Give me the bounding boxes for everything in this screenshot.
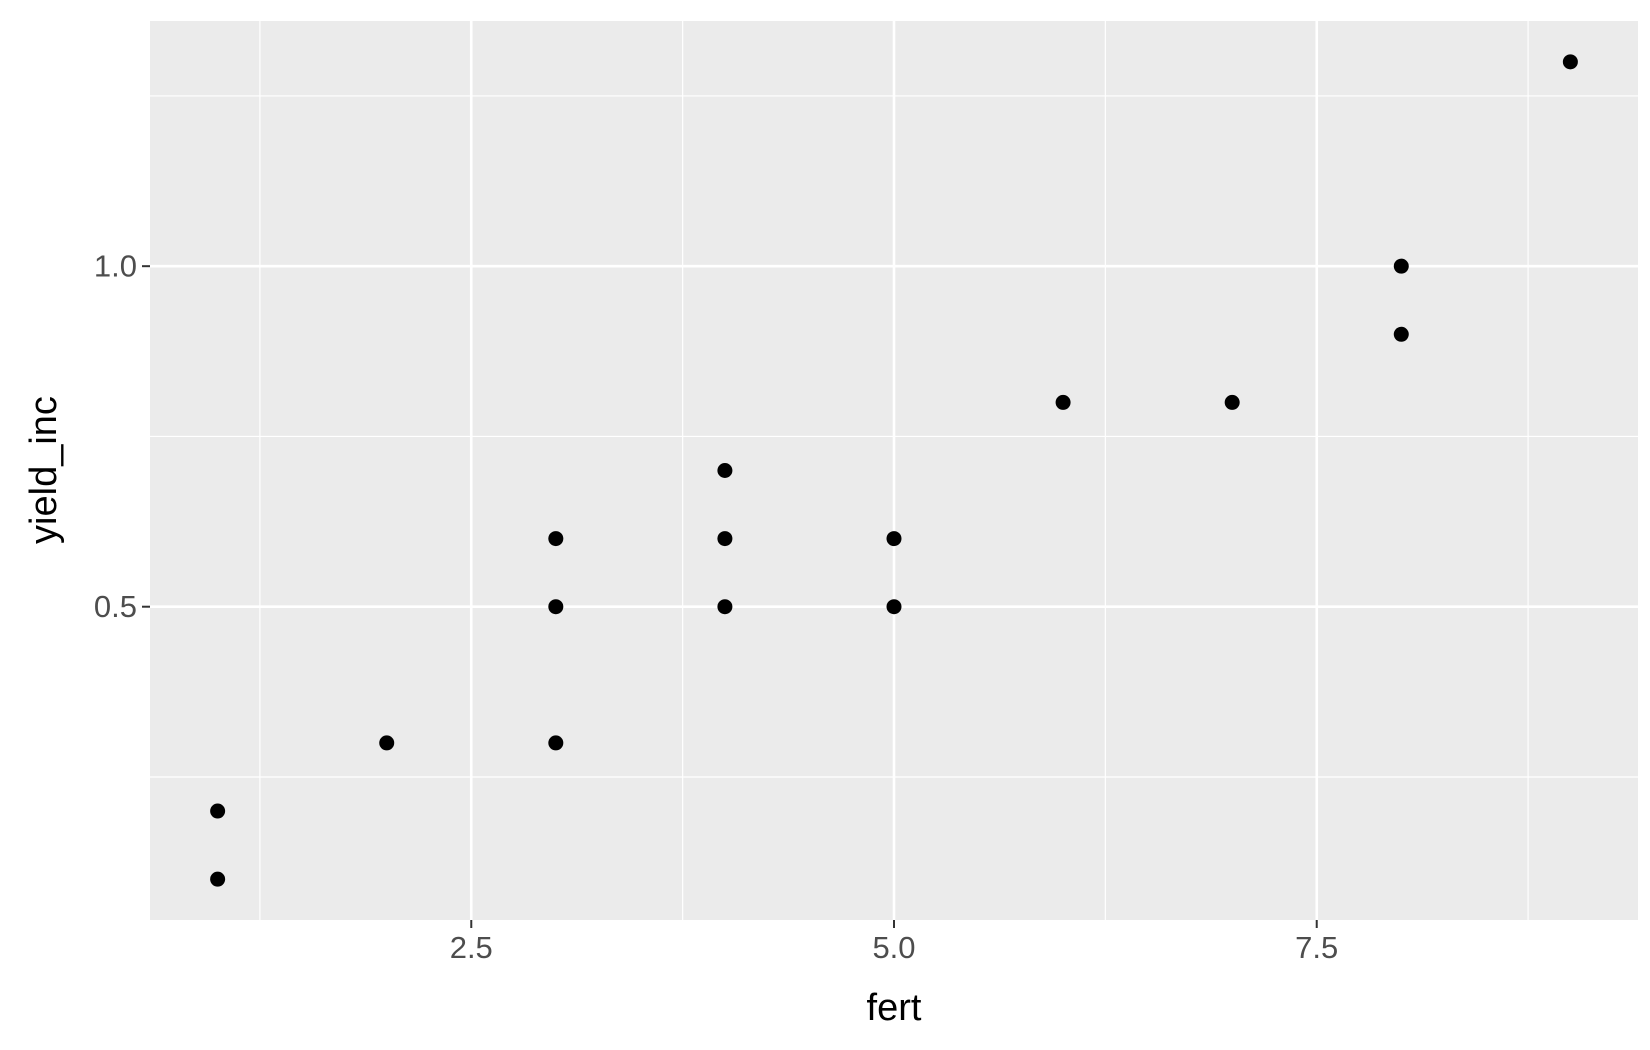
point <box>717 531 733 547</box>
y-tick-label: 0.5 <box>94 589 137 624</box>
x-tick-label: 7.5 <box>1295 930 1338 965</box>
point <box>886 531 902 547</box>
y-tick-label: 1.0 <box>94 248 137 283</box>
point <box>886 599 902 615</box>
point <box>548 599 564 615</box>
x-tick-label: 2.5 <box>450 930 493 965</box>
point <box>210 871 226 887</box>
point <box>1393 258 1409 274</box>
point <box>548 735 564 751</box>
point <box>210 803 226 819</box>
point <box>717 599 733 615</box>
point <box>1055 394 1071 410</box>
point <box>1224 394 1240 410</box>
point <box>548 531 564 547</box>
point <box>717 463 733 478</box>
y-axis-title: yield_inc <box>23 396 65 544</box>
point <box>1562 54 1578 70</box>
point <box>379 735 395 751</box>
x-axis-title: fert <box>867 987 922 1029</box>
x-tick-label: 5.0 <box>872 930 915 965</box>
point <box>1393 326 1409 342</box>
